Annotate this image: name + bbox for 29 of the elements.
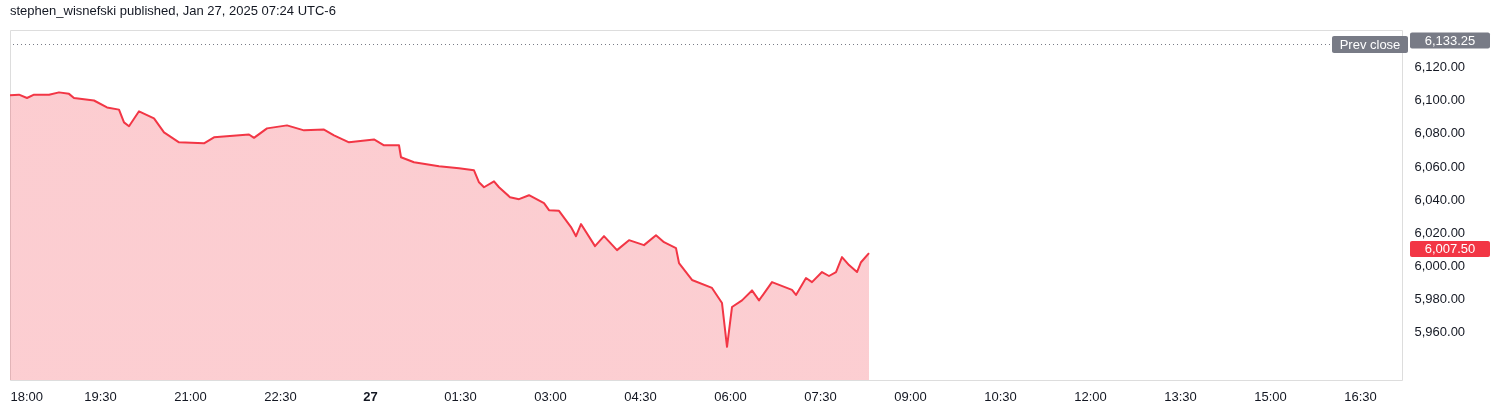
x-tick-label: 04:30 bbox=[624, 388, 657, 404]
x-tick-label: 19:30 bbox=[84, 388, 117, 404]
y-tick-label: 6,060.00 bbox=[1414, 158, 1466, 174]
x-tick-label: 13:30 bbox=[1164, 388, 1197, 404]
y-tick-label: 6,040.00 bbox=[1414, 191, 1466, 207]
x-tick-label: 27 bbox=[363, 388, 378, 404]
y-tick-label: 6,080.00 bbox=[1414, 125, 1466, 141]
y-tick-label: 6,000.00 bbox=[1414, 258, 1466, 274]
text: 6,133.25 bbox=[1424, 32, 1476, 48]
x-tick-label: 06:00 bbox=[714, 388, 747, 404]
y-tick-label: 6,020.00 bbox=[1414, 224, 1466, 240]
x-tick-label: 09:00 bbox=[894, 388, 927, 404]
chart-title: stephen_wisnefski published, Jan 27, 2025 07:24 UTC-6 bbox=[10, 3, 336, 18]
x-tick-label: 12:00 bbox=[1074, 388, 1107, 404]
x-tick-label: 01:30 bbox=[444, 388, 477, 404]
y-tick-label: 6,100.00 bbox=[1414, 92, 1466, 108]
y-tick-label: 5,980.00 bbox=[1414, 291, 1466, 307]
x-tick-label: 16:30 bbox=[1344, 388, 1377, 404]
x-tick-label: 03:00 bbox=[534, 388, 567, 404]
x-tick-label: 21:00 bbox=[174, 388, 207, 404]
x-tick-label: 22:30 bbox=[264, 388, 297, 404]
text: 6,007.50 bbox=[1424, 241, 1476, 257]
x-tick-label: 10:30 bbox=[984, 388, 1017, 404]
y-tick-label: 5,960.00 bbox=[1414, 324, 1466, 340]
x-tick-label: 18:00 bbox=[10, 388, 44, 404]
y-tick-label: 6,120.00 bbox=[1414, 58, 1466, 74]
x-tick-label: 07:30 bbox=[804, 388, 837, 404]
x-tick-label: 15:00 bbox=[1254, 388, 1287, 404]
ref-line-label: Prev close bbox=[1339, 36, 1401, 52]
